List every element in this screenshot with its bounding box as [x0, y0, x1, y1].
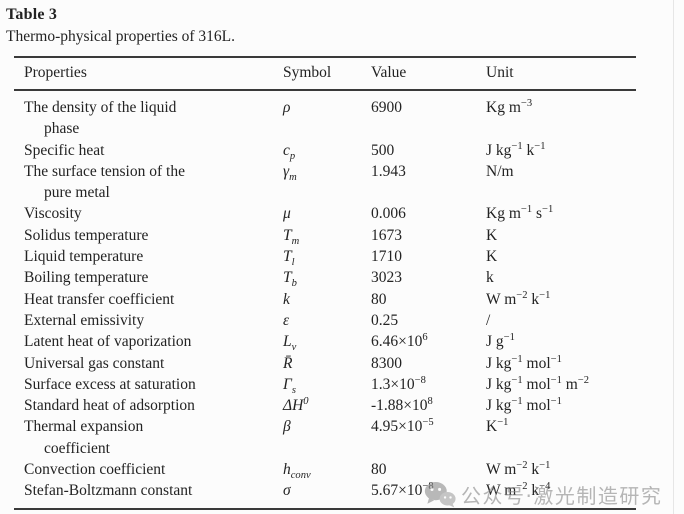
- value-cell: 0.006: [371, 205, 406, 223]
- value-cell: 1.3×10−8: [371, 374, 426, 393]
- value-cell: 6900: [371, 99, 402, 116]
- value-cell: 8300: [371, 354, 402, 372]
- symbol-cell: ρ: [283, 99, 291, 116]
- value-cell: 80: [371, 290, 387, 308]
- unit-cell: J kg−1 mol−1: [486, 353, 562, 372]
- table-row: Surface excess at saturation Γs 1.3×10−8 J …: [14, 374, 636, 396]
- unit-cell: W m−2 k−1: [486, 459, 551, 479]
- unit-cell: K−1: [486, 417, 509, 436]
- table-row: Boiling temperature Tb 3023 k: [14, 267, 636, 290]
- table-row: Standard heat of adsorption ΔH0 -1.88×108 J…: [14, 395, 636, 416]
- property-cell: Boiling temperature: [24, 269, 149, 287]
- table-row: Liquid temperature Tl 1710 K: [14, 246, 636, 269]
- column-header-properties: Properties: [14, 57, 283, 91]
- unit-cell: Kg m−3: [486, 97, 533, 116]
- unit-cell: k: [486, 269, 494, 287]
- symbol-cell: Lv: [283, 333, 297, 354]
- watermark-text: 公众号·激光制造研究: [461, 484, 663, 508]
- table-row: Solidus temperature Tm 1673 K: [14, 225, 636, 247]
- symbol-cell: ΔH0: [283, 396, 309, 415]
- table-row: Specific heat cp 500 J kg−1 k−1: [14, 140, 636, 162]
- value-cell: 80: [371, 461, 387, 479]
- property-cell: Thermal expansion coefficient: [24, 418, 144, 457]
- watermark: 公众号·激光制造研究: [424, 480, 662, 509]
- value-cell: 6.46×106: [371, 332, 428, 351]
- table-title: Table 3: [6, 6, 58, 23]
- table-row: Viscosity μ 0.006 Kg m−1 s−1: [14, 203, 636, 224]
- property-cell: Stefan-Boltzmann constant: [24, 482, 193, 500]
- value-cell: 4.95×10−5: [371, 417, 434, 436]
- value-cell: 1.943: [371, 162, 406, 180]
- value-cell: -1.88×108: [371, 396, 433, 415]
- unit-cell: J kg−1 mol−1: [486, 396, 562, 415]
- property-cell: Liquid temperature: [24, 248, 144, 266]
- unit-cell: K: [486, 226, 498, 244]
- header-row: Properties Symbol Value Unit: [14, 57, 636, 91]
- column-header-value: Value: [371, 57, 486, 91]
- table-row: External emissivity ε 0.25 /: [14, 310, 636, 331]
- property-cell: Viscosity: [24, 205, 82, 223]
- value-cell: 0.25: [371, 311, 399, 329]
- symbol-cell: k: [283, 290, 290, 308]
- table-row: Heat transfer coefficient k 80 W m−2 k−1: [14, 289, 636, 310]
- value-cell: 1673: [371, 226, 402, 244]
- symbol-cell: cp: [283, 141, 296, 162]
- symbol-cell: μ: [283, 205, 291, 223]
- property-cell: Heat transfer coefficient: [24, 290, 175, 308]
- symbol-cell: Tm: [283, 226, 300, 247]
- unit-cell: W m−2 k−4: [486, 481, 551, 500]
- page-edge-divider: [673, 0, 674, 514]
- unit-cell: /: [486, 311, 491, 329]
- column-header-symbol: Symbol: [283, 57, 371, 91]
- table-row: The surface tension of the pure metal γm 1.…: [14, 161, 636, 204]
- property-cell: Convection coefficient: [24, 461, 166, 479]
- table-row: Latent heat of vaporization Lv 6.46×106 J g…: [14, 331, 636, 354]
- unit-cell: J kg−1 mol−1 m−2: [486, 374, 590, 393]
- properties-table: Properties Symbol Value Unit The density…: [14, 56, 636, 510]
- symbol-cell: σ: [283, 482, 291, 500]
- symbol-cell: γm: [283, 162, 297, 183]
- table-row: Universal gas constant R̄ 8300 J kg−1 mol−1: [14, 353, 636, 374]
- symbol-cell: Tl: [283, 248, 295, 269]
- value-cell: 500: [371, 141, 395, 159]
- symbol-cell: β: [283, 418, 291, 436]
- column-header-unit: Unit: [486, 57, 636, 91]
- table-row: Convection coefficient hconv 80 W m−2 k−1: [14, 459, 636, 482]
- property-cell: Universal gas constant: [24, 354, 165, 372]
- property-cell: Specific heat: [24, 141, 105, 159]
- symbol-cell: Tb: [283, 269, 297, 290]
- property-cell: Surface excess at saturation: [24, 375, 196, 393]
- unit-cell: N/m: [486, 162, 514, 180]
- unit-cell: K: [486, 248, 498, 266]
- symbol-cell: Γs: [283, 375, 296, 396]
- table-row: Thermal expansion coefficient β 4.95×10−5 K−…: [14, 416, 636, 459]
- property-cell: External emissivity: [24, 311, 145, 329]
- value-cell: 3023: [371, 269, 402, 287]
- property-cell: The density of the liquid phase: [24, 99, 177, 138]
- unit-cell: W m−2 k−1: [486, 289, 551, 308]
- property-cell: Latent heat of vaporization: [24, 333, 192, 351]
- symbol-cell: R̄: [283, 354, 293, 372]
- table-body: The density of the liquid phase ρ 6900 Kg m−…: [14, 90, 636, 509]
- value-cell: 1710: [371, 248, 402, 266]
- unit-cell: Kg m−1 s−1: [486, 204, 554, 223]
- property-cell: Standard heat of adsorption: [24, 397, 195, 415]
- unit-cell: J kg−1 k−1: [486, 140, 546, 159]
- table-caption: Thermo-physical properties of 316L.: [6, 28, 235, 45]
- symbol-cell: ε: [283, 311, 290, 329]
- table-row: The density of the liquid phase ρ 6900 Kg m−…: [14, 90, 636, 140]
- symbol-cell: hconv: [283, 461, 311, 482]
- unit-cell: J g−1: [486, 332, 515, 351]
- wechat-icon: [424, 481, 456, 508]
- property-cell: Solidus temperature: [24, 226, 149, 244]
- property-cell: The surface tension of the pure metal: [24, 162, 185, 202]
